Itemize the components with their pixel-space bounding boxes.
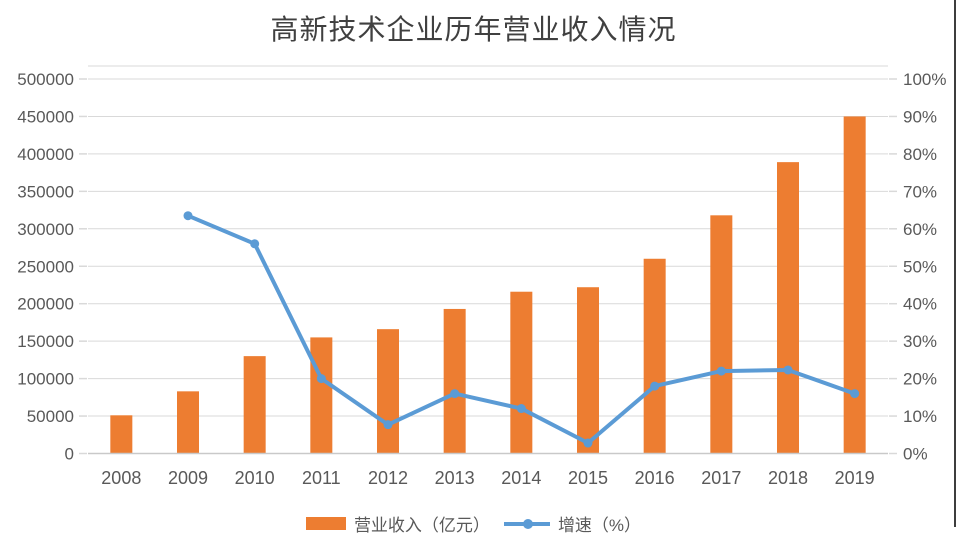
bar-2017 — [710, 215, 733, 454]
growth-point-2015 — [583, 438, 593, 448]
legend-item-growth: 增速（%） — [503, 511, 642, 536]
bar-2013 — [443, 308, 466, 454]
y-axis-label-right: 50% — [903, 257, 937, 276]
y-axis-label-right: 70% — [903, 182, 937, 201]
y-axis-label-left: 100000 — [17, 370, 74, 389]
legend-item-revenue: 营业收入（亿元） — [305, 511, 490, 536]
y-axis-label-left: 50000 — [27, 407, 74, 426]
growth-point-2009 — [183, 211, 193, 221]
x-axis-label: 2012 — [368, 468, 408, 488]
x-axis-label: 2008 — [101, 468, 141, 488]
x-axis-label: 2011 — [302, 468, 341, 488]
bar-2014 — [510, 291, 533, 454]
growth-point-2019 — [850, 389, 860, 399]
bar-2009 — [177, 391, 199, 454]
bar-2016 — [643, 258, 666, 454]
y-axis-label-right: 10% — [903, 407, 937, 426]
x-axis-label: 2014 — [501, 468, 541, 488]
bar-2019 — [843, 116, 866, 454]
x-axis-label: 2018 — [768, 468, 808, 488]
y-axis-label-right: 30% — [903, 332, 937, 351]
line-series-swatch-icon — [503, 518, 550, 529]
growth-point-2018 — [783, 365, 793, 375]
y-axis-label-right: 80% — [903, 145, 937, 164]
growth-point-2010 — [250, 239, 260, 249]
legend-label-growth: 增速（%） — [557, 516, 642, 535]
bar-2012 — [377, 329, 399, 454]
legend: 营业收入（亿元） 增速（%） — [0, 511, 947, 536]
y-axis-label-right: 20% — [903, 370, 937, 389]
y-axis-label-left: 0 — [65, 445, 74, 464]
y-axis-label-right: 100% — [903, 70, 946, 89]
bar-2010 — [243, 356, 266, 454]
x-axis-label: 2016 — [635, 468, 675, 488]
y-axis-label-left: 450000 — [17, 107, 74, 126]
y-axis-label-right: 60% — [903, 220, 937, 239]
x-axis-label: 2013 — [435, 468, 475, 488]
bar-2008 — [110, 415, 133, 454]
bar-2015 — [577, 287, 599, 454]
y-axis-label-right: 40% — [903, 295, 937, 314]
bar-2011 — [310, 337, 333, 454]
y-axis-label-left: 400000 — [17, 145, 74, 164]
growth-point-2012 — [383, 420, 393, 430]
x-axis-label: 2010 — [235, 468, 275, 488]
line-marker-dot-icon — [522, 518, 533, 529]
growth-point-2014 — [516, 404, 526, 414]
bar-series-swatch-icon — [305, 517, 346, 530]
y-axis-label-left: 500000 — [17, 70, 74, 89]
y-axis-label-left: 200000 — [17, 295, 74, 314]
x-axis-label: 2009 — [168, 468, 208, 488]
y-axis-label-left: 300000 — [17, 220, 74, 239]
growth-point-2013 — [450, 389, 460, 399]
bar-2018 — [777, 162, 799, 454]
legend-label-revenue: 营业收入（亿元） — [353, 516, 490, 535]
x-axis-label: 2019 — [835, 468, 875, 488]
y-axis-label-left: 250000 — [17, 257, 74, 276]
x-axis-label: 2017 — [701, 468, 741, 488]
growth-point-2017 — [716, 366, 726, 376]
chart-title: 高新技术企业历年营业收入情况 — [270, 13, 677, 46]
growth-point-2016 — [650, 381, 660, 391]
right-edge-border — [954, 0, 956, 527]
x-axis-label: 2015 — [568, 468, 608, 488]
y-axis-label-left: 350000 — [17, 182, 74, 201]
growth-point-2011 — [316, 374, 326, 384]
y-axis-label-right: 90% — [903, 107, 937, 126]
y-axis-label-right: 0% — [903, 445, 928, 464]
y-axis-label-left: 150000 — [17, 332, 74, 351]
